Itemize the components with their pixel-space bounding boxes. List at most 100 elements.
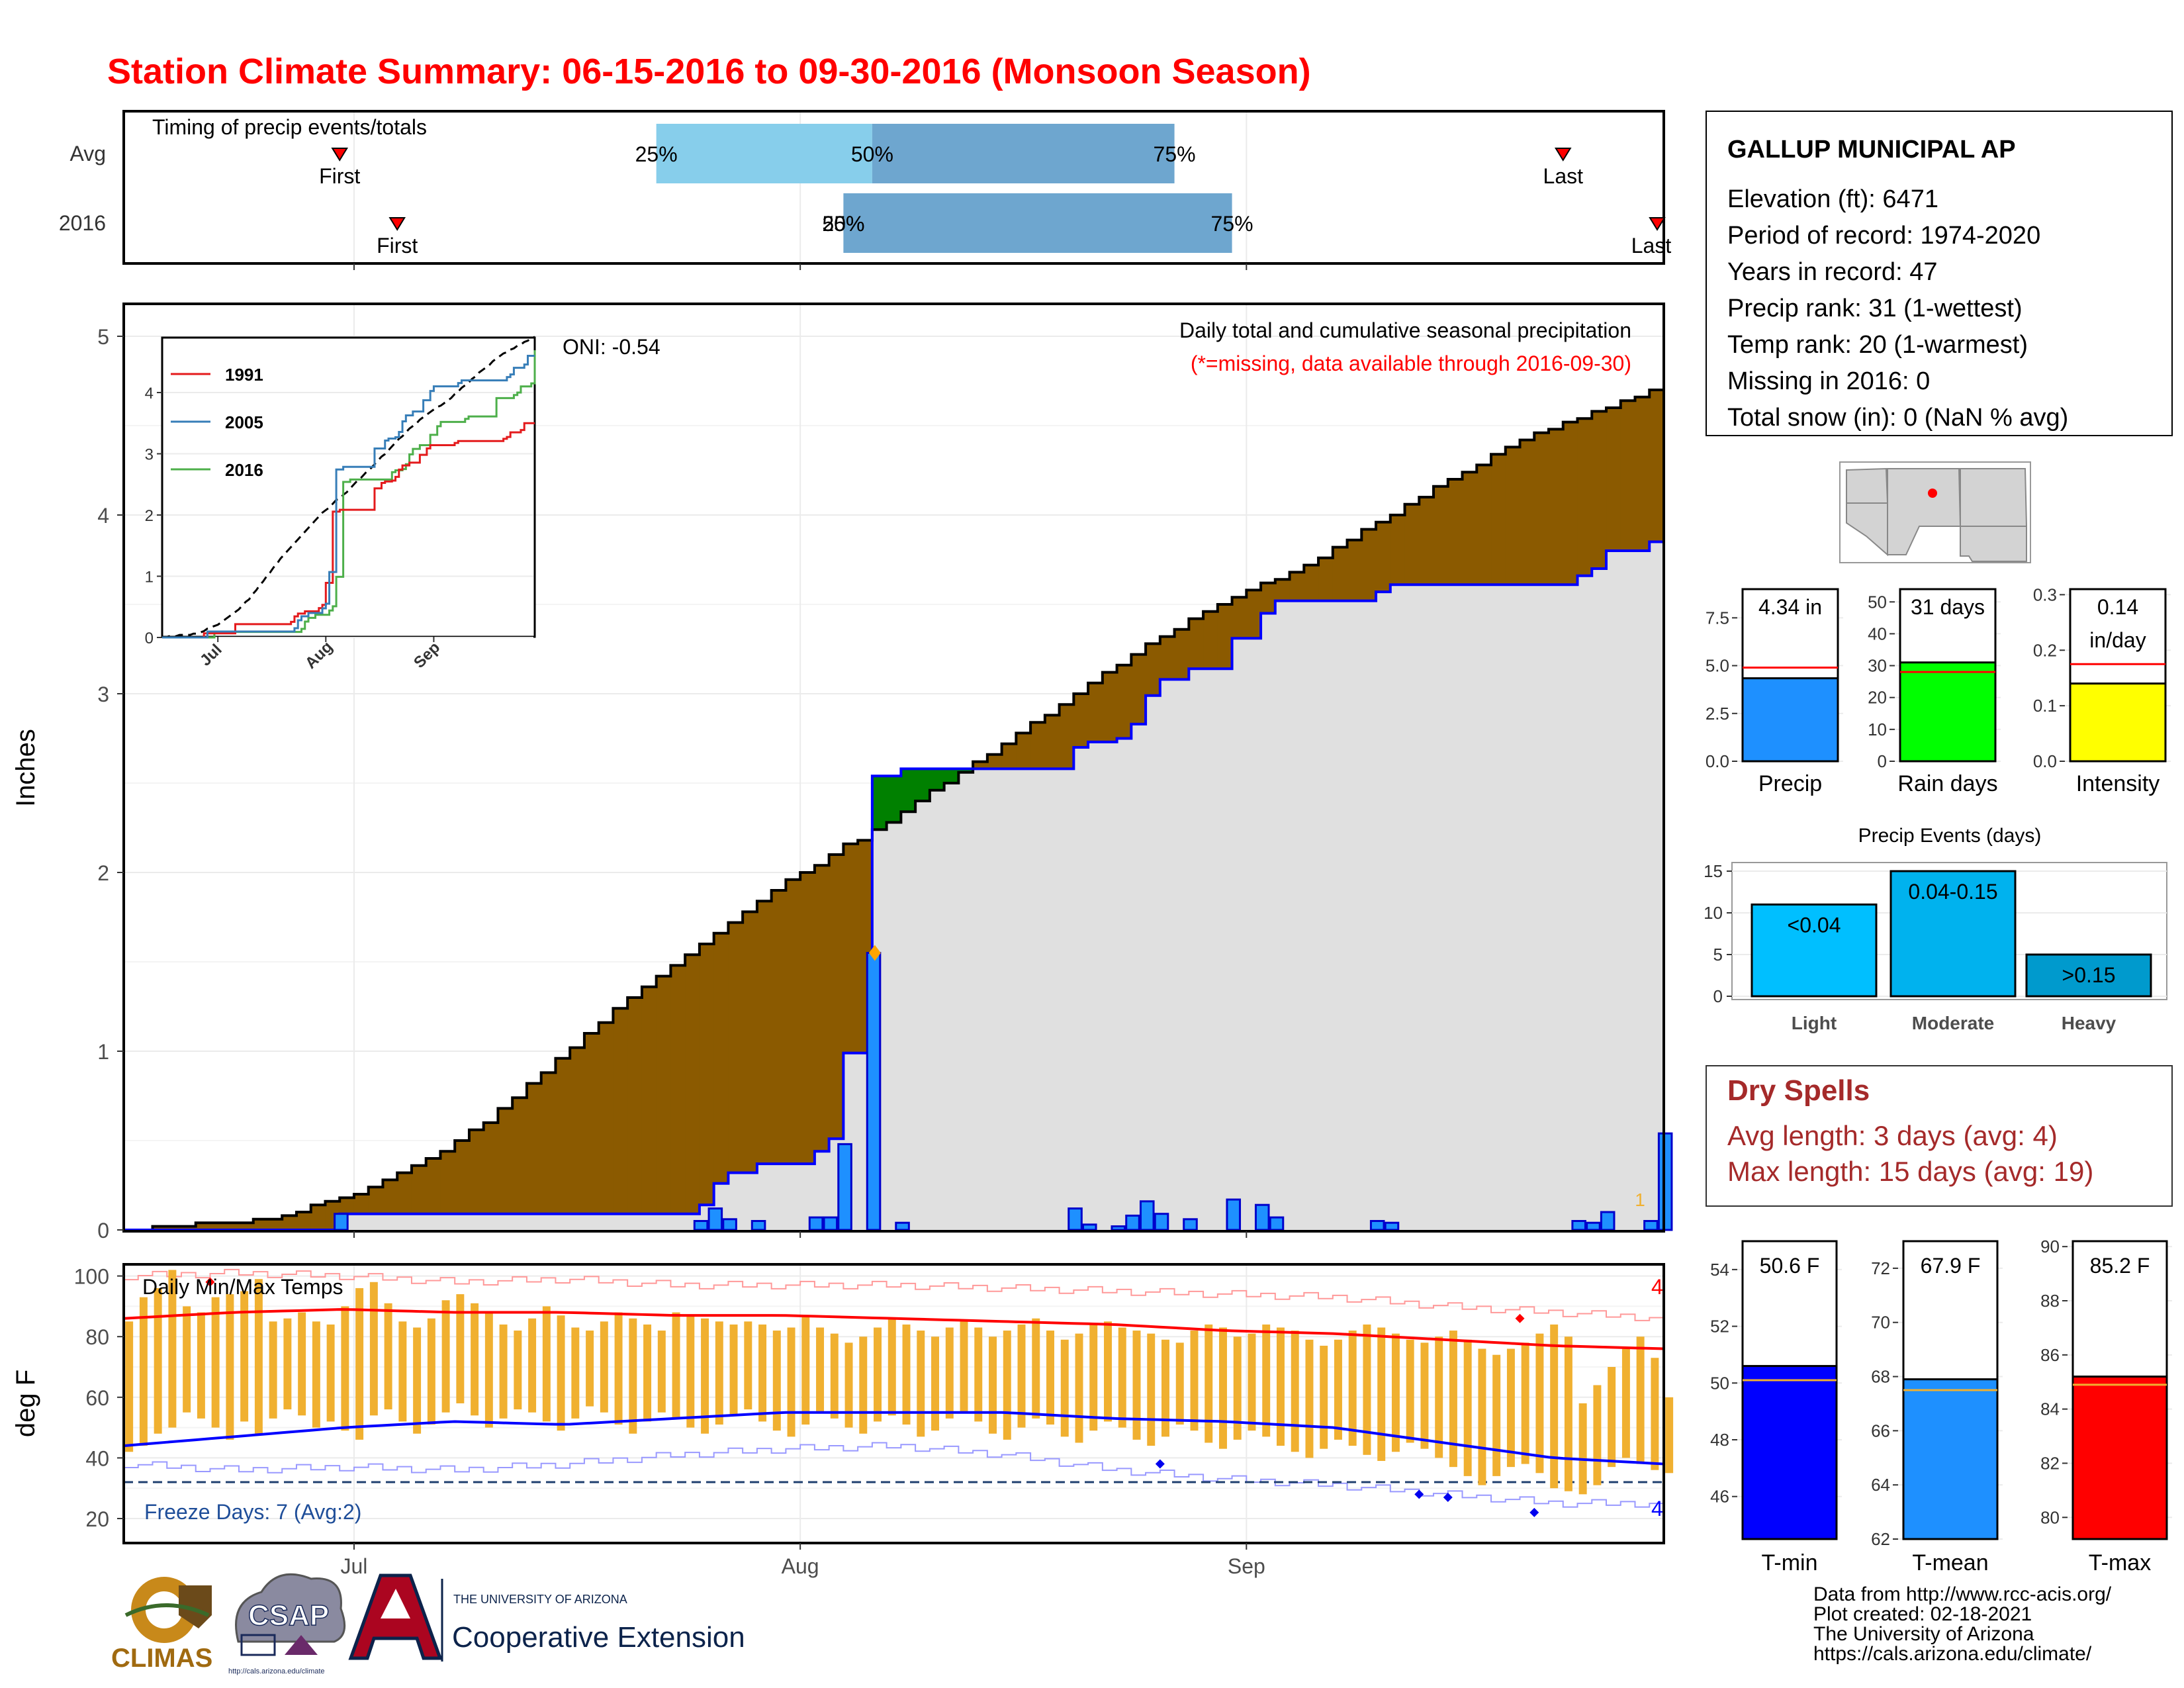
deficit-segment xyxy=(1635,397,1650,551)
ua-small-text: THE UNIVERSITY OF ARIZONA xyxy=(453,1593,627,1606)
daily-precip-bar xyxy=(808,1216,824,1231)
daily-temp-bar xyxy=(211,1297,220,1428)
freeze-days: Freeze Days: 7 (Avg:2) xyxy=(144,1500,361,1524)
deficit-segment xyxy=(756,901,772,1164)
deficit-segment xyxy=(1030,722,1046,769)
daily-precip-bar xyxy=(1125,1214,1140,1231)
mini-ytick-label: 0.0 xyxy=(2033,751,2057,771)
daily-precip-bar xyxy=(1226,1198,1242,1231)
inset-legend: 1991 2005 2016 xyxy=(171,365,263,480)
events-category-label: Light xyxy=(1792,1013,1837,1033)
record-marker xyxy=(1515,1313,1525,1323)
daily-temp-bar xyxy=(1190,1331,1199,1431)
daily-temp-bar xyxy=(1363,1324,1371,1455)
daily-temp-bar xyxy=(772,1331,781,1431)
daily-precip-bar xyxy=(823,1216,839,1231)
deficit-segment xyxy=(584,1033,600,1214)
legend-1991: 1991 xyxy=(225,365,263,385)
deficit-segment xyxy=(1433,486,1449,585)
daily-temp-bar xyxy=(715,1321,723,1425)
daily-temp-bar xyxy=(1406,1339,1414,1443)
deficit-segment xyxy=(598,1022,614,1214)
deficit-segment xyxy=(699,944,715,1205)
deficit-segment xyxy=(1347,539,1362,601)
deficit-segment xyxy=(224,1223,240,1230)
record-marker xyxy=(205,1277,215,1287)
station-line-1: Period of record: 1974-2020 xyxy=(1727,222,2040,250)
csap-url: http://cals.arizona.edu/climate xyxy=(228,1667,325,1675)
mini-ytick-label: 10 xyxy=(1868,720,1887,739)
month-tick-label: Jul xyxy=(341,1554,368,1578)
daily-precip-bar xyxy=(1269,1216,1285,1231)
timing-bar-50-75 xyxy=(843,193,1232,253)
record-max-count: 4 xyxy=(1651,1275,1663,1299)
timing-first-marker xyxy=(388,217,406,231)
temp-bar-value: 85.2 F xyxy=(2090,1254,2150,1278)
mini-ytick-label: 0.3 xyxy=(2033,585,2057,604)
deficit-segment xyxy=(728,922,743,1173)
daily-temp-bar xyxy=(1492,1354,1501,1476)
temp-ylabel: deg F xyxy=(11,1370,40,1437)
deficit-segment xyxy=(195,1223,211,1230)
daily-temp-bar xyxy=(456,1294,465,1403)
temp-bar-ytick-label: 82 xyxy=(2040,1453,2060,1473)
daily-temp-bar xyxy=(859,1336,868,1434)
timing-p75: 75% xyxy=(1154,142,1196,166)
precip-ytick-label: 5 xyxy=(97,325,109,349)
temp-bar-ytick-label: 70 xyxy=(1871,1313,1890,1333)
temp-bar-ytick-label: 88 xyxy=(2040,1291,2060,1311)
deficit-segment xyxy=(526,1083,542,1214)
end-marker: 1 xyxy=(1635,1190,1645,1210)
daily-temp-bar xyxy=(1233,1336,1242,1440)
deficit-segment xyxy=(267,1219,283,1230)
temp-bar-ytick-label: 86 xyxy=(2040,1345,2060,1365)
deficit-segment xyxy=(1261,583,1276,614)
record-min-line xyxy=(124,1442,1664,1508)
events-title: Precip Events (days) xyxy=(1858,825,2042,847)
climas-logo: CLIMAS xyxy=(111,1577,212,1673)
temp-bar-ytick-label: 54 xyxy=(1710,1260,1729,1280)
mini-ytick-label: 0.1 xyxy=(2033,696,2057,716)
daily-temp-bar xyxy=(887,1318,896,1416)
timing-bar-25-50 xyxy=(656,124,872,183)
missing-note: (*=missing, data available through 2016-… xyxy=(1191,352,1631,375)
daily-temp-bar xyxy=(1636,1336,1645,1464)
deficit-segment xyxy=(440,1151,455,1214)
deficit-segment xyxy=(1304,565,1319,601)
temp-summary-bars: 46 48 50 52 54 50.6 F T-min 62 64 66 68 70 72 67.9 F T… xyxy=(1710,1237,2172,1575)
deficit-segment xyxy=(843,843,858,1053)
observed-cumulative-area xyxy=(124,445,1664,1231)
mini-ytick-label: 2.5 xyxy=(1706,704,1729,724)
deficit-segment xyxy=(152,1226,167,1230)
deficit-segment xyxy=(282,1215,297,1230)
deficit-segment xyxy=(310,1205,326,1230)
timing-p25: 25% xyxy=(822,212,864,236)
deficit-segment xyxy=(483,1123,499,1214)
deficit-segment xyxy=(1016,733,1031,769)
deficit-segment xyxy=(987,754,1003,769)
mini-bar xyxy=(2069,682,2167,763)
temp-bar-ytick-label: 72 xyxy=(1871,1258,1890,1278)
mini-value-label: 31 days xyxy=(1911,595,1985,619)
deficit-segment xyxy=(1146,643,1161,696)
daily-temp-bar xyxy=(1032,1318,1040,1419)
daily-precip-bar xyxy=(334,1213,349,1231)
deficit-segment xyxy=(771,890,786,1164)
deficit-segment xyxy=(368,1187,384,1214)
daily-temp-bar xyxy=(801,1315,810,1425)
daily-precip-bar xyxy=(1657,1132,1673,1231)
deficit-segment xyxy=(1174,629,1189,680)
station-line-3: Precip rank: 31 (1-wettest) xyxy=(1727,295,2023,322)
mini-bar-label: Intensity xyxy=(2076,771,2160,796)
daily-precip-bar xyxy=(722,1218,737,1231)
daily-temp-bar xyxy=(614,1312,623,1425)
daily-temp-bar xyxy=(1550,1324,1559,1489)
station-line-0: Elevation (ft): 6471 xyxy=(1727,185,1938,213)
inset-avg-line xyxy=(162,336,535,639)
daily-precip-bar xyxy=(1571,1220,1586,1231)
temp-bar-ytick-label: 68 xyxy=(1871,1367,1890,1387)
daily-temp-bar xyxy=(471,1303,479,1416)
deficit-segment xyxy=(1088,682,1103,742)
deficit-segment xyxy=(829,855,844,1139)
deficit-segment xyxy=(1491,454,1506,585)
